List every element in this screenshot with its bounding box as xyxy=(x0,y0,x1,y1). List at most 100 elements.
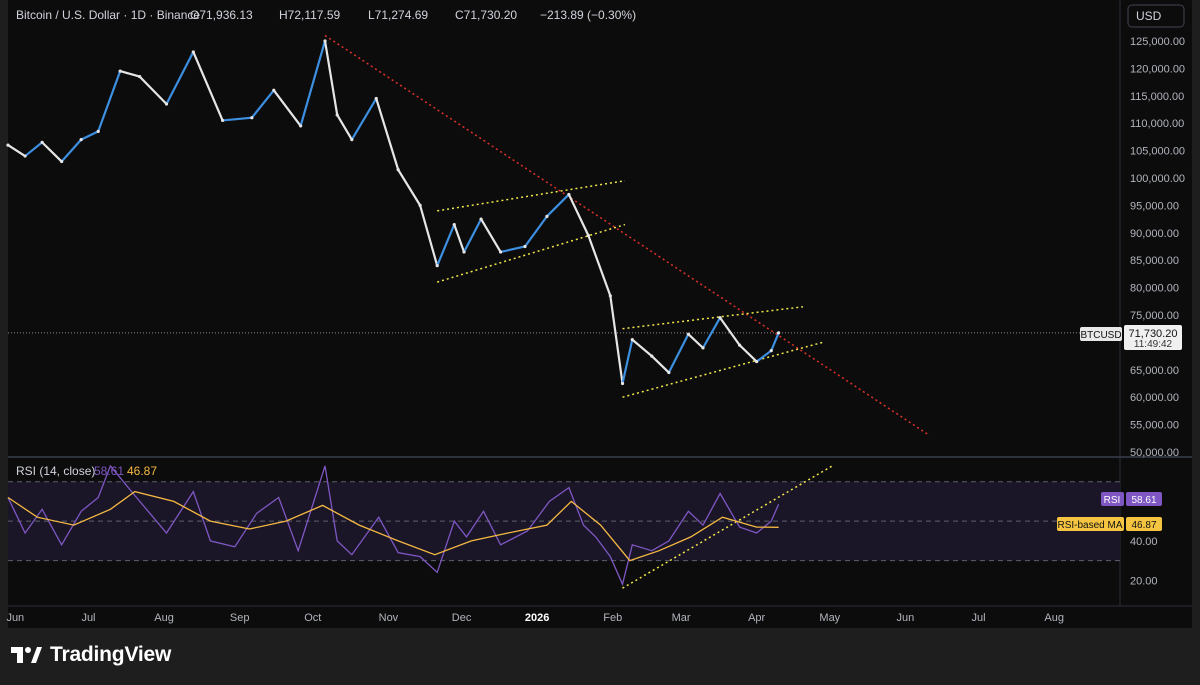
tradingview-logo-icon xyxy=(11,647,42,663)
price-segment xyxy=(60,138,83,163)
y-tick-label: 65,000.00 xyxy=(1130,365,1179,377)
price-segment xyxy=(453,223,466,254)
channel-2-upper xyxy=(622,306,804,330)
brand-name: TradingView xyxy=(50,643,172,666)
y-tick-label: 110,000.00 xyxy=(1130,118,1184,130)
y-tick-label: 120,000.00 xyxy=(1130,63,1185,75)
rsi-title[interactable]: RSI (14, close) xyxy=(16,464,95,478)
price-segment xyxy=(336,113,353,141)
price-point xyxy=(479,217,483,221)
rsi-y-tick-label: 40.00 xyxy=(1130,536,1158,548)
low-value: L71,274.69 xyxy=(368,8,428,22)
y-tick-label: 115,000.00 xyxy=(1130,91,1184,103)
price-segment xyxy=(323,39,339,117)
x-tick-label: Feb xyxy=(603,612,622,624)
price-segment xyxy=(523,215,549,248)
rsi-ma-tag-value-box xyxy=(1126,517,1162,531)
price-point xyxy=(396,168,400,172)
x-tick-label: Aug xyxy=(154,612,174,624)
open-value: O71,936.13 xyxy=(190,8,253,22)
price-segment xyxy=(97,70,122,133)
price-point xyxy=(650,354,654,358)
price-point xyxy=(718,316,722,320)
price-point xyxy=(96,129,100,133)
price-tag-countdown: 11:49:42 xyxy=(1134,339,1173,350)
currency-label[interactable]: USD xyxy=(1136,9,1162,23)
price-segment xyxy=(375,97,400,171)
price-segment xyxy=(165,50,195,106)
currency-button[interactable] xyxy=(1127,4,1185,28)
x-tick-label: May xyxy=(819,612,840,624)
price-point xyxy=(250,116,254,120)
price-point xyxy=(686,332,690,336)
y-tick-label: 75,000.00 xyxy=(1130,310,1179,322)
x-tick-label: Nov xyxy=(379,612,399,624)
rsi-tag-value-box xyxy=(1126,492,1162,506)
symbol-title[interactable]: Bitcoin / U.S. Dollar · 1D · Binance xyxy=(16,8,200,22)
price-segment xyxy=(192,50,224,122)
symbol-tag xyxy=(1080,327,1122,341)
price-point xyxy=(755,359,759,364)
rsi-tag-value: 58.61 xyxy=(1131,495,1156,506)
y-tick-label: 90,000.00 xyxy=(1130,228,1179,240)
x-tick-label: Jul xyxy=(81,612,95,624)
price-point xyxy=(220,118,225,123)
price-segment xyxy=(770,331,780,352)
x-tick-label: Jul xyxy=(972,612,986,624)
brand[interactable]: TradingView xyxy=(10,640,171,670)
price-segment xyxy=(631,338,653,358)
y-tick-label: 100,000.00 xyxy=(1130,173,1185,185)
price-segment xyxy=(397,168,422,207)
price-segment xyxy=(587,234,612,297)
price-series xyxy=(6,39,781,386)
price-segment xyxy=(701,316,722,349)
price-segment xyxy=(138,75,168,106)
x-tick-label: Apr xyxy=(748,612,765,624)
price-point xyxy=(630,338,634,342)
rsi-ma-tag-value: 46.87 xyxy=(1131,520,1156,531)
rsi-ma-line xyxy=(7,490,779,562)
price-point xyxy=(350,138,354,142)
rsi-legend-value: 58.61 xyxy=(94,464,124,478)
price-segment xyxy=(718,316,741,347)
price-segment xyxy=(499,245,527,254)
high-value: H72,117.59 xyxy=(279,8,340,22)
rsi-y-tick-label: 20.00 xyxy=(1130,575,1158,587)
x-tick-label: Jun xyxy=(897,612,915,624)
change-value: −213.89 (−0.30%) xyxy=(540,8,636,22)
price-point xyxy=(23,154,27,158)
price-point xyxy=(164,102,169,106)
rsi-tag-label-box xyxy=(1101,492,1124,506)
price-segment xyxy=(687,333,705,349)
price-segment xyxy=(738,344,758,363)
x-tick-label: Jun xyxy=(6,612,24,624)
price-segment xyxy=(41,141,63,163)
x-tick-label: Mar xyxy=(672,612,691,624)
price-segment xyxy=(6,143,27,158)
price-segment xyxy=(272,89,302,128)
price-segment xyxy=(462,217,483,254)
price-point xyxy=(545,214,549,218)
price-point xyxy=(40,140,44,144)
price-segment xyxy=(667,333,690,374)
price-segment xyxy=(350,97,378,141)
price-point xyxy=(60,159,64,164)
y-tick-label: 55,000.00 xyxy=(1130,420,1179,432)
x-tick-label: Sep xyxy=(230,612,250,624)
price-point xyxy=(667,370,671,375)
price-point xyxy=(586,233,590,238)
price-segment xyxy=(80,130,100,141)
trendlines[interactable] xyxy=(324,34,931,589)
price-point xyxy=(323,39,327,43)
price-point xyxy=(498,250,503,254)
price-segment xyxy=(567,193,590,237)
price-point xyxy=(701,346,705,350)
price-point xyxy=(608,294,612,298)
price-segment xyxy=(23,141,44,158)
price-point xyxy=(418,203,422,207)
y-tick-label: 95,000.00 xyxy=(1130,200,1179,212)
price-point xyxy=(335,113,339,117)
price-point xyxy=(435,264,439,268)
